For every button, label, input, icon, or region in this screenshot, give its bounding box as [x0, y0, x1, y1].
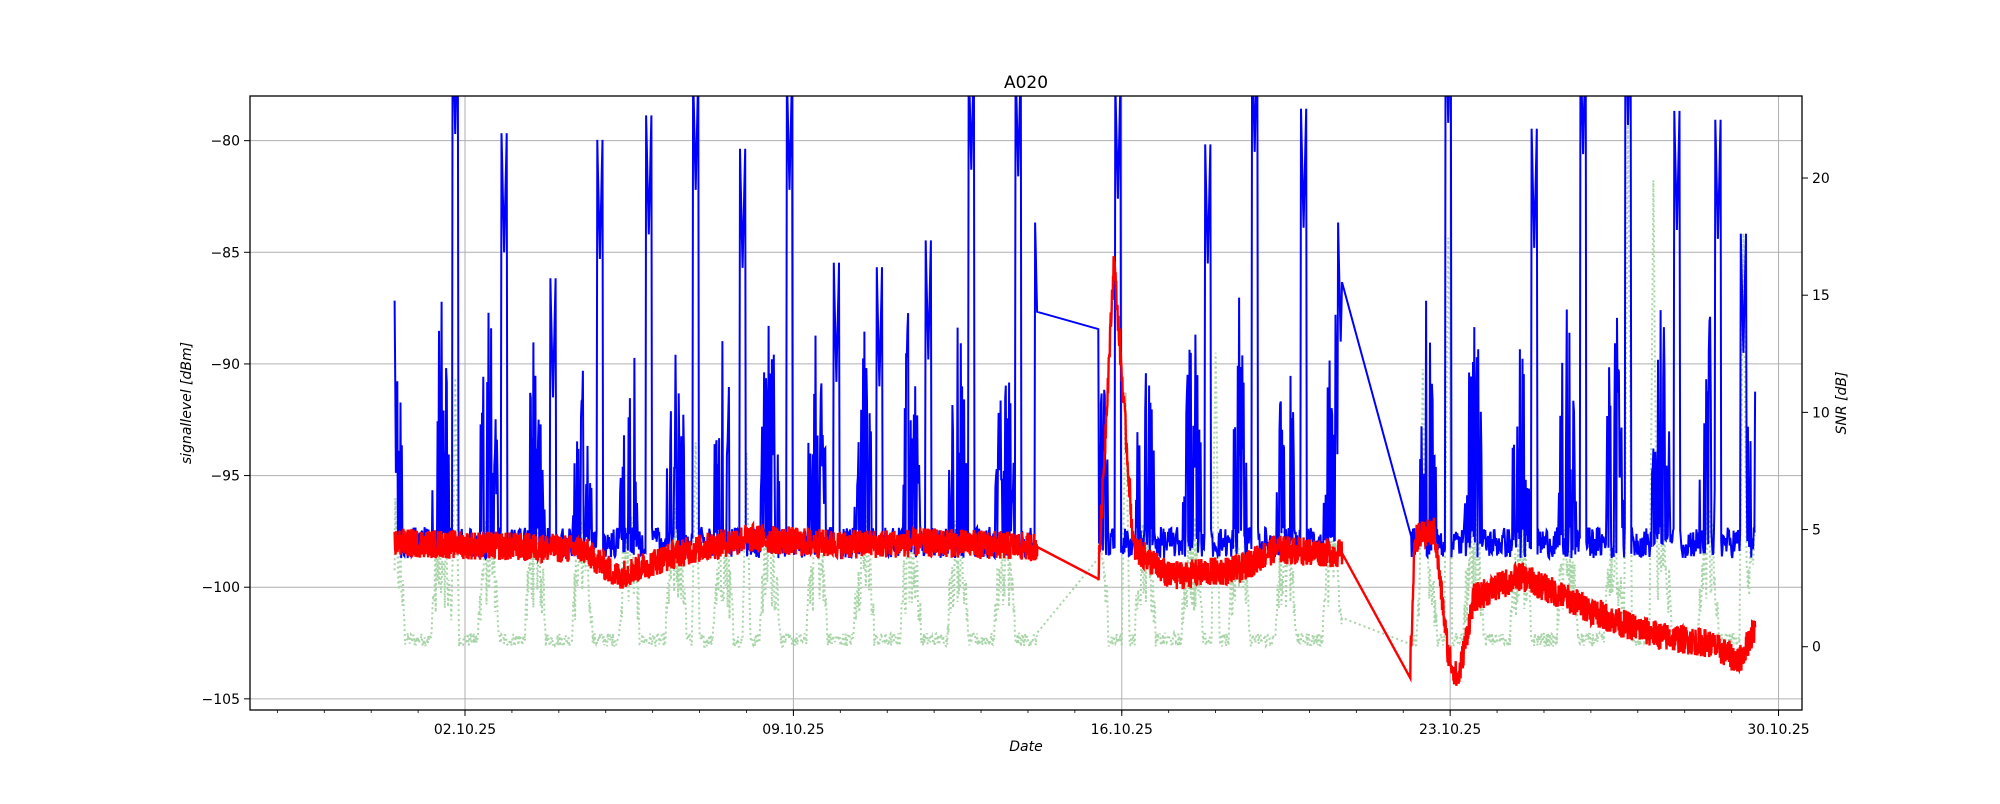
y2-tick-label: 20: [1812, 171, 1830, 187]
x-tick-label: 30.10.25: [1747, 722, 1809, 738]
y2-tick-label: 0: [1812, 640, 1821, 656]
y2-tick-label: 10: [1812, 405, 1830, 421]
x-tick-label: 23.10.25: [1419, 722, 1481, 738]
y-tick-label: −95: [210, 469, 240, 485]
snr-line: [393, 112, 1757, 650]
y2-tick-label: 5: [1812, 523, 1821, 539]
y-tick-label: −90: [210, 357, 240, 373]
chart-title: A020: [1004, 73, 1048, 93]
x-tick-label: 02.10.25: [434, 722, 496, 738]
y-tick-label: −100: [202, 580, 240, 596]
grid: [250, 96, 1802, 710]
signallevel-mean-line: [393, 256, 1757, 686]
axes: −80 −85 −90 −95 −100 −105 0 5 10 15 20 02.10.25 09.1…: [202, 134, 1830, 738]
x-axis-label: Date: [1009, 739, 1042, 755]
x-tick-label: 16.10.25: [1091, 722, 1153, 738]
y-axis-label: signallevel [dBm]: [179, 342, 195, 464]
y2-axis-label: SNR [dB]: [1834, 372, 1850, 435]
y-tick-label: −80: [210, 134, 240, 150]
y-tick-label: −85: [210, 245, 240, 261]
series-layer: [393, 96, 1757, 686]
y2-tick-label: 15: [1812, 288, 1830, 304]
signallevel-max-line: [393, 96, 1757, 562]
plot-frame: [249, 95, 1803, 711]
y-tick-label: −105: [202, 692, 240, 708]
x-tick-label: 09.10.25: [762, 722, 824, 738]
